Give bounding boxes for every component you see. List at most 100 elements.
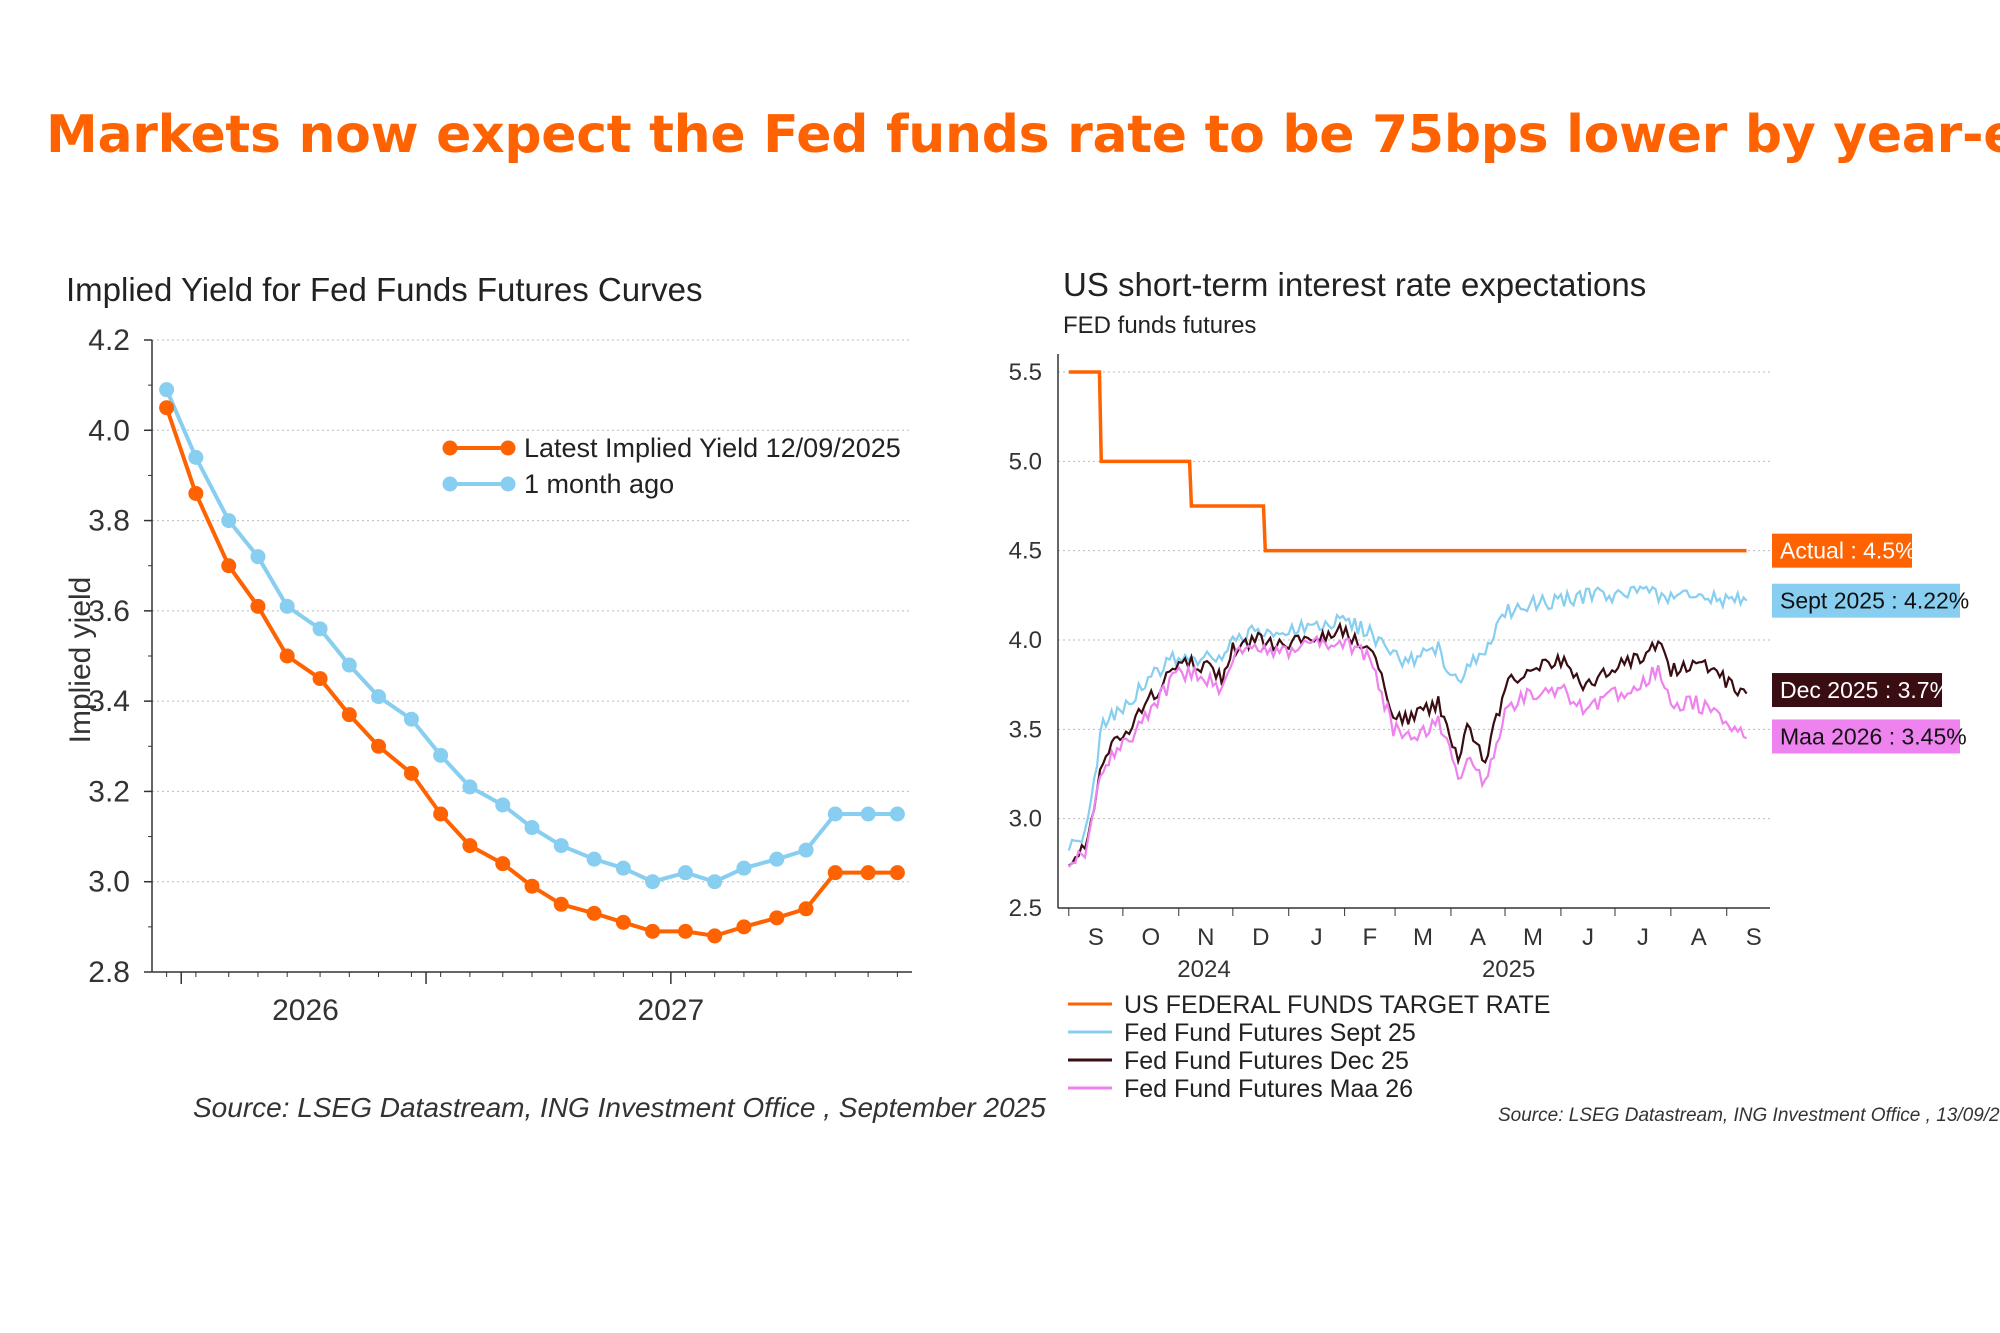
x-tick-label: J — [1582, 924, 1594, 951]
y-tick-label: 4.2 — [88, 324, 130, 357]
end-labels: Actual : 4.5% Sept 2025 : 4.22% Dec 2025 :… — [1772, 533, 1969, 754]
series — [159, 400, 905, 944]
data-point — [403, 765, 419, 781]
chart-title: Implied Yield for Fed Funds Futures Curv… — [66, 271, 702, 308]
source-note-right: Source: LSEG Datastream, ING Investment … — [1498, 1105, 2000, 1126]
data-point — [403, 711, 419, 727]
data-point — [279, 598, 295, 614]
data-point — [433, 806, 449, 822]
data-point — [615, 914, 631, 930]
data-point — [221, 513, 237, 529]
data-point — [645, 923, 661, 939]
y-tick-labels: 4.2 4.0 3.8 3.6 3.4 3.2 3.0 2.8 — [88, 324, 130, 989]
legend-item: Fed Fund Futures Maa 26 — [1068, 1075, 1413, 1103]
x-tick-label: J — [1311, 924, 1323, 951]
y-tick-label: 3.8 — [88, 505, 130, 538]
legend-label: 1 month ago — [524, 469, 674, 499]
y-tick-label: 4.0 — [1009, 627, 1042, 654]
y-axis-label: Implied yield — [64, 577, 97, 744]
data-point — [798, 901, 814, 917]
data-point — [707, 874, 723, 890]
data-point — [586, 851, 602, 867]
y-tick-label: 5.0 — [1009, 448, 1042, 475]
end-label: Maa 2026 : 3.45% — [1772, 719, 1967, 754]
end-label-text: Maa 2026 : 3.45% — [1780, 723, 1967, 749]
legend-swatch-dot — [500, 476, 516, 492]
data-point — [188, 485, 204, 501]
data-point — [677, 865, 693, 881]
data-point — [371, 689, 387, 705]
data-point — [524, 820, 540, 836]
x-tick-label: O — [1141, 924, 1160, 951]
data-point — [312, 671, 328, 687]
data-point — [433, 747, 449, 763]
data-point — [462, 779, 478, 795]
source-note-left: Source: LSEG Datastream, ING Investment … — [193, 1092, 1046, 1123]
year-label: 2025 — [1482, 956, 1535, 983]
data-point — [495, 797, 511, 813]
y-tick-label: 3.4 — [88, 685, 130, 718]
data-point — [586, 905, 602, 921]
data-point — [371, 738, 387, 754]
legend-label: Fed Fund Futures Sept 25 — [1124, 1019, 1416, 1047]
end-label-box — [1772, 673, 1942, 708]
data-point — [736, 919, 752, 935]
series — [159, 382, 905, 890]
x-tick-label: S — [1746, 924, 1762, 951]
data-point — [798, 842, 814, 858]
data-point — [827, 865, 843, 881]
data-point — [279, 648, 295, 664]
end-label-box — [1772, 719, 1960, 754]
end-label: Actual : 4.5% — [1772, 533, 1916, 568]
x-tick-label: A — [1691, 924, 1707, 951]
data-point — [736, 860, 752, 876]
legend-label: Fed Fund Futures Dec 25 — [1124, 1047, 1409, 1075]
x-tick-label: F — [1363, 924, 1378, 951]
y-tick-label: 4.5 — [1009, 538, 1042, 565]
data-point — [889, 806, 905, 822]
axes — [144, 339, 912, 984]
y-tick-label: 3.2 — [88, 775, 130, 808]
x-tick-label: A — [1470, 924, 1486, 951]
data-point — [524, 878, 540, 894]
series-line — [1068, 370, 1747, 553]
end-label-text: Sept 2025 : 4.22% — [1780, 588, 1969, 614]
data-point — [341, 707, 357, 723]
legend-label: Fed Fund Futures Maa 26 — [1124, 1075, 1413, 1103]
data-point — [188, 449, 204, 465]
x-tick-label: M — [1413, 924, 1433, 951]
data-point — [827, 806, 843, 822]
data-point — [645, 874, 661, 890]
x-tick-labels: 2026 2027 — [272, 994, 704, 1027]
end-label: Dec 2025 : 3.7% — [1772, 673, 1950, 708]
data-point — [769, 910, 785, 926]
data-point — [221, 558, 237, 574]
gridlines — [152, 339, 912, 883]
x-tick-labels: S O N D J F M A M J J A S 2024 2025 — [1088, 924, 1762, 983]
legend: Latest Implied Yield 12/09/2025 1 month a… — [442, 433, 901, 499]
data-point — [250, 598, 266, 614]
data-point — [495, 856, 511, 872]
data-point — [159, 382, 175, 398]
legend-swatch-dot — [442, 476, 458, 492]
data-point — [889, 865, 905, 881]
end-label-text: Dec 2025 : 3.7% — [1780, 677, 1950, 703]
chart-title: US short-term interest rate expectations — [1063, 266, 1646, 303]
series — [1068, 621, 1748, 867]
data-point — [707, 928, 723, 944]
legend-swatch-dot — [500, 440, 516, 456]
data-point — [312, 621, 328, 637]
legend-swatch-dot — [442, 440, 458, 456]
end-label-text: Actual : 4.5% — [1780, 538, 1916, 564]
x-tick-label: S — [1088, 924, 1104, 951]
data-point — [462, 838, 478, 854]
end-label-box — [1772, 533, 1912, 568]
x-tick-label: J — [1637, 924, 1649, 951]
x-tick-label: D — [1252, 924, 1269, 951]
y-tick-label: 3.0 — [1009, 806, 1042, 833]
x-tick-label: N — [1197, 924, 1214, 951]
chart-subtitle: FED funds futures — [1063, 312, 1256, 339]
